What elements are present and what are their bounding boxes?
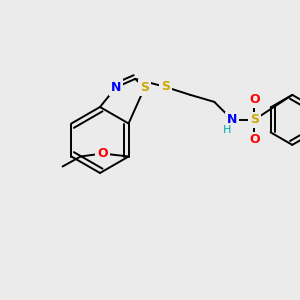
Text: S: S [140,81,149,94]
Text: O: O [249,93,260,106]
Text: N: N [111,81,121,94]
Text: S: S [250,113,259,126]
Text: N: N [227,113,238,126]
Text: H: H [223,125,232,135]
Text: O: O [249,134,260,146]
Text: O: O [97,147,108,160]
Text: S: S [161,80,170,93]
